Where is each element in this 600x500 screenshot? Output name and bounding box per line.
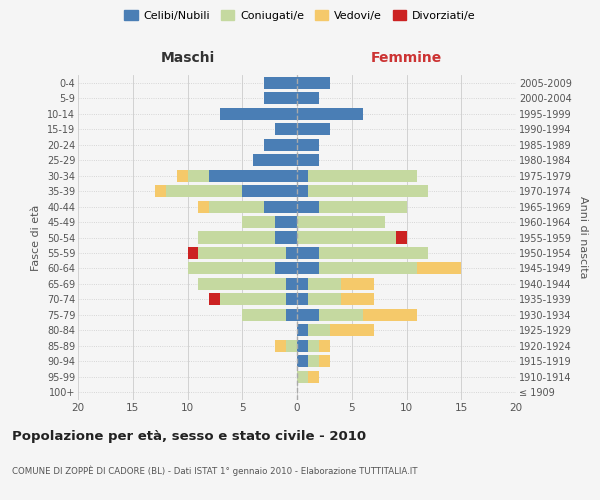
Bar — [308, 371, 319, 383]
Bar — [297, 170, 308, 181]
Bar — [187, 262, 275, 274]
Bar — [319, 356, 330, 368]
Text: Maschi: Maschi — [160, 51, 215, 65]
Bar — [308, 340, 319, 352]
Bar — [242, 216, 275, 228]
Bar — [297, 371, 308, 383]
Y-axis label: Fasce di età: Fasce di età — [31, 204, 41, 270]
Bar — [264, 92, 297, 104]
Bar — [286, 340, 297, 352]
Bar — [166, 185, 242, 197]
Bar — [308, 324, 330, 336]
Bar — [297, 324, 308, 336]
Bar — [199, 232, 275, 243]
Bar — [341, 278, 374, 290]
Bar — [297, 309, 319, 321]
Bar — [264, 76, 297, 89]
Bar — [319, 309, 363, 321]
Bar — [264, 138, 297, 150]
Bar — [330, 324, 374, 336]
Text: COMUNE DI ZOPPÈ DI CADORE (BL) - Dati ISTAT 1° gennaio 2010 - Elaborazione TUTTI: COMUNE DI ZOPPÈ DI CADORE (BL) - Dati IS… — [12, 465, 418, 475]
Bar — [319, 262, 418, 274]
Bar — [199, 200, 209, 212]
Bar — [275, 340, 286, 352]
Bar — [275, 232, 297, 243]
Bar — [308, 278, 341, 290]
Bar — [319, 200, 407, 212]
Bar — [297, 278, 308, 290]
Bar — [275, 262, 297, 274]
Text: Popolazione per età, sesso e stato civile - 2010: Popolazione per età, sesso e stato civil… — [12, 430, 366, 443]
Bar — [297, 232, 395, 243]
Bar — [297, 76, 330, 89]
Bar — [199, 278, 286, 290]
Bar — [264, 200, 297, 212]
Bar — [297, 92, 319, 104]
Bar — [209, 294, 220, 306]
Bar — [363, 309, 418, 321]
Bar — [297, 154, 319, 166]
Bar — [188, 170, 209, 181]
Bar — [286, 278, 297, 290]
Bar — [275, 216, 297, 228]
Bar — [308, 356, 319, 368]
Bar — [308, 294, 341, 306]
Bar — [286, 247, 297, 259]
Bar — [297, 294, 308, 306]
Bar — [297, 138, 319, 150]
Y-axis label: Anni di nascita: Anni di nascita — [578, 196, 589, 279]
Bar — [297, 262, 319, 274]
Bar — [308, 170, 418, 181]
Bar — [253, 154, 297, 166]
Bar — [319, 247, 428, 259]
Bar — [188, 247, 199, 259]
Bar — [220, 108, 297, 120]
Bar — [297, 340, 308, 352]
Bar — [418, 262, 461, 274]
Legend: Celibi/Nubili, Coniugati/e, Vedovi/e, Divorziati/e: Celibi/Nubili, Coniugati/e, Vedovi/e, Di… — [120, 6, 480, 25]
Bar — [308, 185, 428, 197]
Bar — [220, 294, 286, 306]
Bar — [297, 123, 330, 135]
Bar — [155, 185, 166, 197]
Bar — [242, 185, 297, 197]
Bar — [297, 185, 308, 197]
Bar — [209, 170, 297, 181]
Bar — [209, 200, 264, 212]
Bar — [341, 294, 374, 306]
Bar — [297, 108, 363, 120]
Bar — [319, 340, 330, 352]
Bar — [275, 123, 297, 135]
Bar — [297, 200, 319, 212]
Bar — [395, 232, 407, 243]
Bar — [199, 247, 286, 259]
Bar — [176, 170, 188, 181]
Bar — [286, 294, 297, 306]
Text: Femmine: Femmine — [371, 51, 442, 65]
Bar — [297, 247, 319, 259]
Bar — [297, 216, 385, 228]
Bar — [286, 309, 297, 321]
Bar — [297, 356, 308, 368]
Bar — [242, 309, 286, 321]
